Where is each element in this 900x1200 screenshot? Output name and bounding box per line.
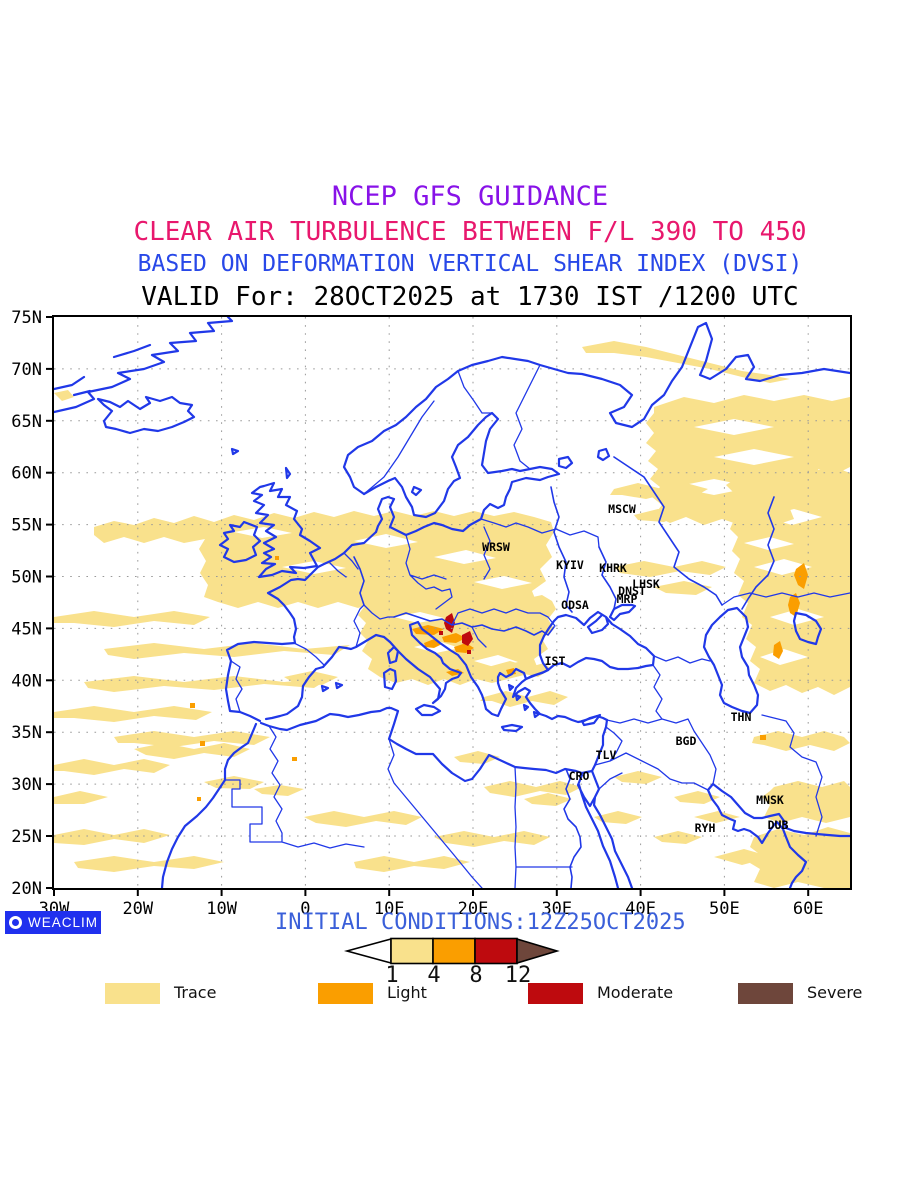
coast-black-sea bbox=[538, 603, 656, 672]
x-axis-label: 10E bbox=[374, 899, 405, 919]
coast-ireland bbox=[218, 520, 262, 564]
page-title: NCEP GFS GUIDANCE bbox=[331, 181, 609, 212]
legend-label-trace: Trace bbox=[174, 983, 217, 1002]
river-ural bbox=[741, 496, 775, 610]
turbulence-light-areas bbox=[190, 556, 808, 801]
legend-swatch-moderate bbox=[528, 983, 583, 1004]
y-axis-label: 75N bbox=[11, 308, 42, 328]
river-rhine bbox=[353, 556, 365, 606]
coast-greenland bbox=[54, 317, 234, 414]
scale-box-trace bbox=[390, 937, 434, 965]
city-label: KHRK bbox=[599, 561, 627, 575]
x-axis-label: 40E bbox=[625, 899, 656, 919]
city-label: LHSK bbox=[632, 577, 660, 591]
legend-item-severe: Severe bbox=[738, 983, 862, 1004]
river-volga bbox=[613, 456, 723, 606]
x-axis-label: 50E bbox=[709, 899, 740, 919]
scale-box-moderate bbox=[474, 937, 518, 965]
coast-persian-gulf bbox=[706, 782, 850, 888]
scale-right-arrow bbox=[516, 937, 560, 965]
city-label: TLV bbox=[596, 748, 617, 762]
city-label: IST bbox=[545, 654, 566, 668]
legend-item-moderate: Moderate bbox=[528, 983, 673, 1004]
legend-swatch-trace bbox=[105, 983, 160, 1004]
y-axis-label: 35N bbox=[11, 723, 42, 743]
legend-item-trace: Trace bbox=[105, 983, 216, 1004]
coast-west-europe-iberia-italy bbox=[224, 530, 550, 723]
x-axis-label: 0 bbox=[300, 899, 310, 919]
river-dnieper bbox=[550, 486, 573, 613]
legend-label-severe: Severe bbox=[807, 983, 863, 1002]
coast-iceland bbox=[96, 395, 196, 435]
city-label: MNSK bbox=[756, 793, 784, 807]
legend-swatch-severe bbox=[738, 983, 793, 1004]
y-axis-label: 25N bbox=[11, 827, 42, 847]
y-axis-label: 65N bbox=[11, 412, 42, 432]
x-axis-label: 20E bbox=[458, 899, 489, 919]
scale-value-8: 8 bbox=[469, 963, 483, 988]
valid-time: VALID For: 28OCT2025 at 1730 IST /1200 U… bbox=[141, 282, 799, 312]
y-axis-label: 30N bbox=[11, 775, 42, 795]
logo-circle-icon bbox=[9, 916, 22, 929]
legend-swatch-light bbox=[318, 983, 373, 1004]
city-label: KYIV bbox=[556, 558, 584, 572]
y-axis-label: 45N bbox=[11, 619, 42, 639]
map-frame: MSCW WRSW KYIV KHRK LHSK DNST MRP ODSA IST THN BGD… bbox=[11, 308, 852, 919]
logo-text: WEACLIM bbox=[28, 915, 99, 930]
city-label: MSCW bbox=[608, 502, 636, 516]
scale-left-arrow bbox=[343, 937, 392, 965]
coast-lakes bbox=[410, 447, 611, 497]
coast-great-britain bbox=[250, 481, 322, 579]
initial-conditions-text: INITIAL CONDITIONS:12Z25OCT2025 bbox=[275, 910, 686, 935]
x-axis-label: 10W bbox=[206, 899, 237, 919]
coast-islets-north bbox=[230, 447, 292, 480]
subtitle-index: BASED ON DEFORMATION VERTICAL SHEAR INDE… bbox=[137, 251, 803, 277]
city-label: ODSA bbox=[561, 598, 589, 612]
legend-item-light: Light bbox=[318, 983, 427, 1004]
weaclim-logo: WEACLIM bbox=[5, 911, 101, 934]
coast-red-sea bbox=[576, 769, 634, 888]
scale-value-12: 12 bbox=[504, 963, 532, 988]
y-axis-label: 60N bbox=[11, 464, 42, 484]
coast-caspian-sea bbox=[702, 606, 760, 715]
legend-label-moderate: Moderate bbox=[597, 983, 674, 1002]
y-axis-label: 50N bbox=[11, 568, 42, 588]
river-danube bbox=[393, 612, 555, 636]
scale-value-1: 1 bbox=[385, 963, 399, 988]
x-axis-label: 60E bbox=[793, 899, 824, 919]
city-label: RYH bbox=[695, 821, 716, 835]
turbulence-trace-areas bbox=[54, 341, 850, 888]
scale-value-4: 4 bbox=[427, 963, 441, 988]
intensity-scale bbox=[343, 937, 560, 965]
city-label: CRO bbox=[569, 769, 590, 783]
coast-baltic bbox=[362, 411, 561, 537]
coast-scandinavia-arctic bbox=[342, 321, 850, 496]
y-axis-label: 20N bbox=[11, 879, 42, 899]
legend-label-light: Light bbox=[387, 983, 427, 1002]
city-label: THN bbox=[731, 710, 752, 724]
country-borders bbox=[224, 364, 850, 888]
river-don bbox=[598, 546, 617, 610]
coast-med-islands bbox=[320, 645, 602, 733]
subtitle-turbulence: CLEAR AIR TURBULENCE BETWEEN F/L 390 TO … bbox=[133, 217, 807, 247]
city-label: WRSW bbox=[482, 540, 510, 554]
y-axis-label: 40N bbox=[11, 671, 42, 691]
coastlines bbox=[54, 317, 850, 888]
city-label: BGD bbox=[676, 734, 697, 748]
x-axis-label: 30E bbox=[541, 899, 572, 919]
y-axis-label: 70N bbox=[11, 360, 42, 380]
city-label: DUB bbox=[768, 818, 789, 832]
scale-box-light bbox=[432, 937, 476, 965]
coast-aral-sea bbox=[792, 611, 823, 646]
coast-north-africa-levant bbox=[160, 706, 609, 888]
y-axis-label: 55N bbox=[11, 516, 42, 536]
x-axis-label: 20W bbox=[122, 899, 153, 919]
axis: 30W 20W 10W 0 10E 20E 30E 40E 50E 60E75N70N65N60N… bbox=[11, 308, 823, 919]
city-label: DNST bbox=[618, 584, 646, 598]
city-label: MRP bbox=[617, 592, 638, 606]
